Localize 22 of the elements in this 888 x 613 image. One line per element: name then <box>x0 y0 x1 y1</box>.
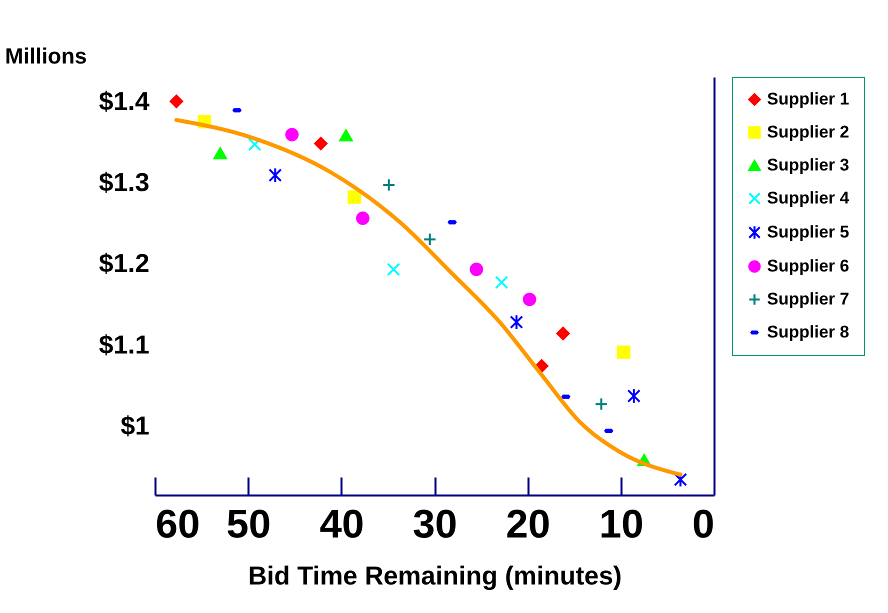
legend-label: Supplier 5 <box>767 222 850 242</box>
x-tick-label: 60 <box>156 502 200 546</box>
y-tick-label: $1.2 <box>98 248 150 278</box>
x-tick-label: 40 <box>320 502 364 546</box>
legend-label: Supplier 2 <box>767 122 850 142</box>
x-tick-label: 50 <box>226 502 271 546</box>
y-tick-label: $1.3 <box>98 167 150 198</box>
legend-label: Supplier 7 <box>767 290 850 308</box>
legend-label: Supplier 8 <box>767 322 850 342</box>
x-tick-label: 0 <box>692 502 714 546</box>
legend-label: Supplier 1 <box>767 90 850 108</box>
x-tick-label: 20 <box>506 502 550 546</box>
x-tick-label: 30 <box>412 502 458 546</box>
x-axis-title: Bid Time Remaining (minutes) <box>248 560 622 590</box>
legend-label: Supplier 6 <box>767 256 850 276</box>
legend-label: Supplier 4 <box>767 188 850 208</box>
y-tick-label: $1 <box>120 410 150 441</box>
legend-label: Supplier 3 <box>767 156 850 174</box>
y-tick-label: $1.1 <box>98 329 150 360</box>
x-tick-label: 10 <box>599 502 644 546</box>
y-tick-label: $1.4 <box>98 86 150 116</box>
y-axis-title: Millions <box>5 44 87 68</box>
